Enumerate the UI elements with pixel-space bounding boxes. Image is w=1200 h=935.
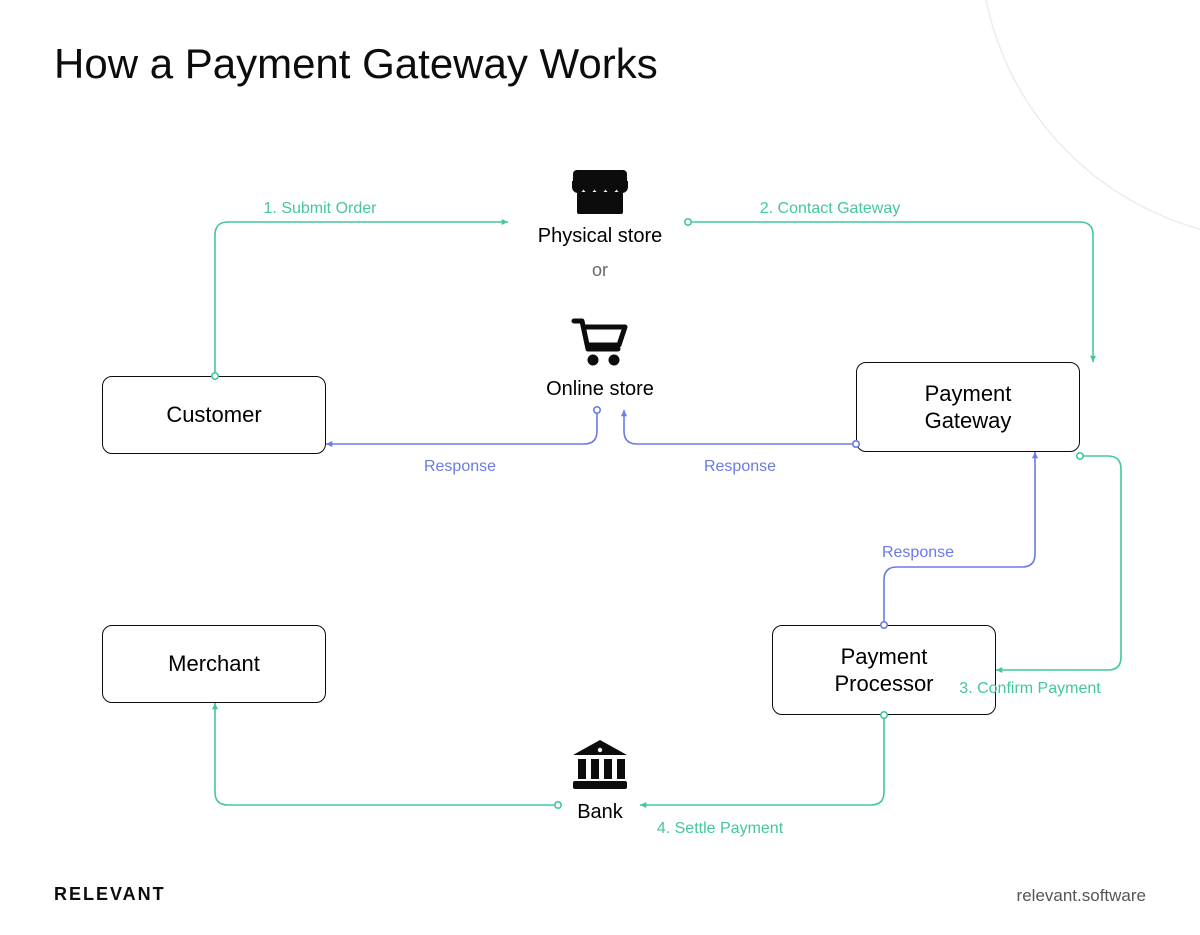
edge-label-submit-order: 1. Submit Order bbox=[240, 200, 400, 218]
edge-submit-order bbox=[215, 222, 508, 376]
online-store-label: Online store bbox=[530, 378, 670, 401]
node-merchant: Merchant bbox=[102, 625, 326, 703]
node-gateway: PaymentGateway bbox=[856, 362, 1080, 452]
node-customer: Customer bbox=[102, 376, 326, 454]
edge-settle-payment bbox=[640, 715, 884, 805]
edge-label-contact-gateway: 2. Contact Gateway bbox=[750, 200, 910, 218]
physical-store-label: Physical store bbox=[530, 225, 670, 248]
edge-bank-merchant bbox=[215, 703, 558, 805]
edge-label-resp-gw-store: Response bbox=[660, 458, 820, 476]
brand-logo: RELEVANT bbox=[54, 884, 166, 905]
bank-block: Bank bbox=[530, 740, 670, 824]
node-merchant-label: Merchant bbox=[168, 650, 260, 678]
edge-confirm-payment bbox=[996, 456, 1121, 670]
edge-label-resp-store-cust: Response bbox=[380, 458, 540, 476]
diagram-title: How a Payment Gateway Works bbox=[54, 40, 658, 88]
footer-site: relevant.software bbox=[1017, 886, 1146, 906]
edge-resp-gw-store bbox=[624, 410, 856, 444]
or-label: or bbox=[585, 260, 615, 281]
edge-resp-store-cust bbox=[326, 410, 597, 444]
edge-contact-gateway bbox=[688, 222, 1093, 362]
edge-label-resp-proc-gw: Response bbox=[838, 544, 998, 562]
edge-label-settle-payment: 4. Settle Payment bbox=[640, 820, 800, 838]
physical-store-block: Physical store bbox=[530, 170, 670, 248]
cart-icon bbox=[571, 317, 629, 367]
node-processor-label: PaymentProcessor bbox=[834, 643, 933, 698]
online-store-block: Online store bbox=[530, 317, 670, 401]
edge-label-confirm-payment: 3. Confirm Payment bbox=[950, 680, 1110, 698]
store-icon bbox=[571, 170, 629, 214]
node-gateway-label: PaymentGateway bbox=[925, 380, 1012, 435]
bank-icon bbox=[571, 740, 629, 790]
node-customer-label: Customer bbox=[166, 401, 261, 429]
node-processor: PaymentProcessor bbox=[772, 625, 996, 715]
edge-resp-proc-gw bbox=[884, 452, 1035, 625]
